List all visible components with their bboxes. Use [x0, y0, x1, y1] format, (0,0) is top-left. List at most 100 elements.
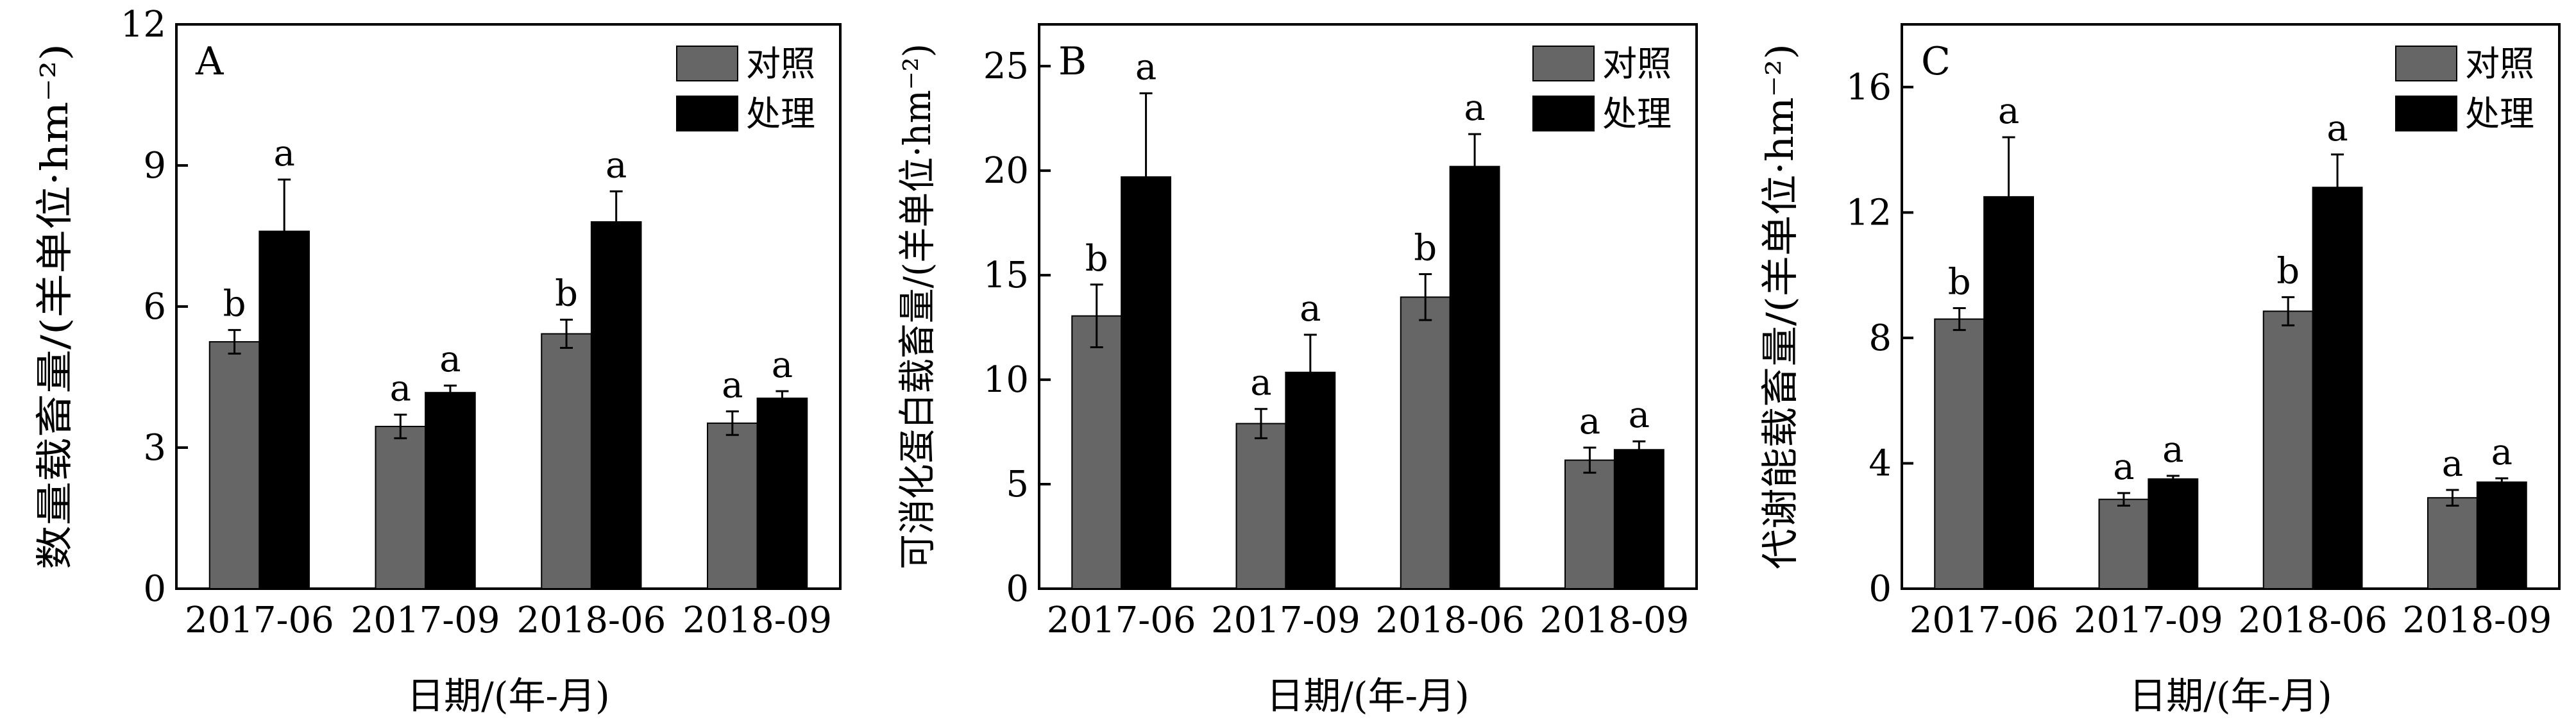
y-tick-label: 0: [1868, 568, 1892, 610]
bar-treatment: [1983, 196, 2034, 589]
x-tick-label: 2017-09: [2074, 600, 2223, 641]
significance-label: b: [1414, 227, 1437, 269]
y-tick-label: 20: [983, 150, 1029, 192]
legend-label: 处理: [1602, 94, 1672, 134]
x-axis-title: 日期/(年-月): [407, 674, 609, 718]
x-tick-label: 2018-09: [682, 600, 832, 641]
x-axis-title: 日期/(年-月): [1266, 674, 1469, 718]
bar-treatment: [2148, 478, 2199, 590]
y-tick-label: 16: [1846, 67, 1892, 108]
y-tick-label: 4: [1868, 442, 1892, 484]
x-tick-label: 2018-06: [2238, 600, 2387, 641]
legend-label: 对照: [746, 44, 815, 84]
y-axis-title: 代谢能载畜量/(羊单位·hm⁻²): [1758, 44, 1802, 569]
x-tick-label: 2017-09: [351, 600, 500, 641]
bar-control: [1071, 315, 1123, 589]
significance-label: a: [2113, 446, 2134, 488]
x-tick-label: 2017-06: [1910, 600, 2059, 641]
significance-label: b: [1085, 238, 1108, 280]
panel-letter: A: [195, 39, 224, 84]
plot-frame: [1901, 23, 2561, 590]
bar-control: [541, 333, 592, 589]
bar-control: [375, 426, 427, 589]
legend-label: 处理: [2465, 94, 2534, 134]
y-tick-label: 12: [121, 4, 166, 46]
legend-label: 处理: [746, 94, 815, 134]
y-tick-label: 12: [1846, 192, 1892, 233]
y-tick-label: 0: [1006, 568, 1029, 610]
bar-treatment: [756, 398, 808, 589]
bar-control: [2262, 310, 2314, 589]
y-axis-title: 数量载畜量/(羊单位·hm⁻²): [33, 44, 76, 569]
y-tick-label: 15: [983, 255, 1029, 296]
bar-control: [2427, 497, 2478, 589]
bar-control: [1235, 423, 1287, 589]
bar-control: [208, 341, 260, 589]
significance-label: a: [1464, 87, 1485, 129]
y-tick-label: 10: [983, 359, 1029, 401]
bar-control: [1400, 296, 1451, 589]
legend-swatch-control: [1532, 46, 1595, 81]
significance-label: a: [439, 339, 461, 380]
y-tick-label: 0: [143, 568, 166, 610]
y-tick-label: 5: [1006, 464, 1029, 505]
x-tick-label: 2017-09: [1211, 600, 1360, 641]
x-axis-title: 日期/(年-月): [2129, 674, 2332, 718]
legend-swatch-control: [676, 46, 738, 81]
x-tick-label: 2018-06: [1375, 600, 1525, 641]
significance-label: a: [1250, 362, 1271, 404]
significance-label: a: [1998, 90, 2019, 132]
y-tick-label: 9: [143, 145, 166, 187]
significance-label: a: [390, 368, 411, 410]
bar-control: [707, 422, 758, 589]
legend-swatch-control: [2395, 46, 2457, 81]
x-tick-label: 2018-09: [1540, 600, 1690, 641]
bar-treatment: [1449, 165, 1500, 589]
bar-treatment: [590, 221, 642, 589]
x-tick-label: 2018-09: [2403, 600, 2552, 641]
legend-label: 对照: [2465, 44, 2534, 84]
x-tick-label: 2017-06: [185, 600, 334, 641]
bar-treatment: [425, 392, 476, 589]
panel-letter: B: [1058, 39, 1087, 84]
y-tick-label: 8: [1868, 317, 1892, 359]
significance-label: a: [1300, 288, 1321, 330]
significance-label: b: [555, 273, 578, 315]
legend-swatch-treatment: [676, 96, 738, 131]
bar-treatment: [258, 230, 310, 589]
y-tick-label: 3: [143, 427, 166, 469]
significance-label: a: [606, 144, 627, 186]
panel-letter: C: [1921, 39, 1951, 84]
chart-panel-b: 05101520252017-06ba2017-09aa2018-06ba201…: [895, 23, 1698, 718]
bar-treatment: [2476, 481, 2527, 589]
significance-label: a: [772, 344, 793, 386]
significance-label: b: [2276, 250, 2300, 292]
bar-control: [2098, 498, 2149, 590]
legend-label: 对照: [1602, 44, 1672, 84]
significance-label: b: [223, 283, 246, 325]
x-tick-label: 2017-06: [1047, 600, 1196, 641]
plot-frame: [1038, 23, 1698, 590]
y-axis-title: 可消化蛋白载畜量/(羊单位·hm⁻²): [895, 44, 939, 569]
bar-control: [1564, 459, 1615, 589]
significance-label: a: [2491, 432, 2512, 473]
significance-label: a: [2442, 443, 2463, 485]
legend-swatch-treatment: [1532, 96, 1595, 131]
chart-panel-a: 0369122017-06ba2017-09aa2018-06ba2018-09…: [33, 4, 842, 718]
bar-control: [1934, 318, 1985, 589]
significance-label: a: [722, 365, 743, 407]
significance-label: b: [1948, 261, 1971, 303]
significance-label: a: [2326, 108, 2348, 149]
bar-treatment: [2312, 187, 2363, 589]
significance-label: a: [1629, 394, 1650, 436]
bar-treatment: [1613, 449, 1665, 590]
x-tick-label: 2018-06: [517, 600, 666, 641]
significance-label: a: [2162, 429, 2183, 471]
legend-swatch-treatment: [2395, 96, 2457, 131]
significance-label: a: [273, 133, 294, 174]
significance-label: a: [1579, 401, 1600, 442]
y-tick-label: 6: [143, 286, 166, 328]
